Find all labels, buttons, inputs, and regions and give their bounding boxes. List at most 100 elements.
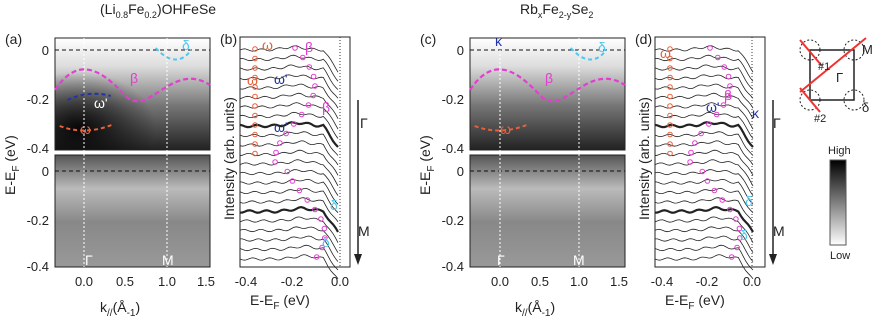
x-tick-label: -0.4 (235, 274, 257, 289)
y-tick-label: -0.2 (27, 213, 49, 228)
peak-marker (252, 103, 258, 109)
x-tick-label: 0.0 (743, 274, 761, 289)
colorbar (829, 159, 847, 246)
x-axis-label-part: k (515, 299, 523, 315)
colorbar-low: Low (830, 250, 850, 262)
peak-marker (720, 102, 727, 108)
edc-curve (239, 178, 339, 205)
peak-marker (252, 112, 258, 119)
peak-marker (692, 140, 698, 146)
x-tick-label: -0.2 (281, 274, 303, 289)
peak-marker (310, 73, 317, 80)
annotation: M (773, 223, 785, 239)
edc-curve (654, 187, 754, 213)
peak-marker (734, 244, 740, 251)
edc-curve (239, 149, 339, 176)
annotation: δ (745, 193, 753, 209)
edc-curve (239, 254, 339, 280)
x-axis-label-part: (eV) (694, 292, 724, 308)
bz-label: #2 (814, 113, 826, 125)
frame (54, 37, 211, 151)
x-axis-label-part: (Å (113, 299, 128, 315)
x-axis-label-part: -1 (127, 308, 136, 319)
y-tick-label: 0 (457, 43, 464, 58)
peak-marker (252, 65, 258, 71)
x-tick-label: 1.0 (570, 274, 588, 289)
x-axis-label-part: -1 (542, 308, 551, 319)
peak-marker (667, 112, 673, 119)
peak-marker (252, 131, 258, 138)
edc-curve (654, 178, 754, 205)
x-tick-label: 0.5 (531, 274, 549, 289)
annotation: β (130, 70, 138, 86)
bz-label: M (862, 42, 872, 57)
y-tick-label: -0.4 (27, 259, 49, 274)
edc-curve (239, 45, 339, 73)
colorbar-high: High (828, 145, 851, 157)
edc-curve (654, 254, 754, 280)
peak-marker (711, 187, 718, 194)
band-omega (59, 123, 115, 132)
x-axis-label-part: F (688, 301, 694, 312)
x-axis-label-part: // (107, 308, 113, 319)
peak-marker (291, 121, 297, 127)
edc-curve (239, 121, 339, 148)
peak-marker (733, 216, 739, 222)
y-tick-label: -0.2 (27, 92, 49, 107)
y-axis-label-part: F (426, 166, 437, 172)
title-right: RbxFe2-ySe2 (520, 1, 593, 20)
panel-label: (a) (5, 31, 22, 47)
x-axis-label-part: ) (550, 299, 555, 315)
peak-marker (667, 131, 673, 138)
peak-marker (272, 159, 278, 165)
annotation: κ (495, 33, 503, 49)
bz-diagram (799, 37, 867, 113)
edc-curve (654, 64, 754, 90)
y-axis-label: Intensity (arb. units) (636, 97, 652, 220)
edc-curve (239, 54, 339, 82)
peak-marker (304, 197, 311, 203)
annotation: Γ (360, 115, 368, 131)
map-bottom (470, 155, 625, 267)
peak-marker (252, 46, 258, 52)
map-bottom (55, 155, 210, 267)
peak-marker (252, 141, 258, 147)
annotation: M (573, 252, 585, 268)
annotation: ω (660, 45, 671, 61)
annotation: β (305, 39, 313, 55)
y-tick-label: -0.4 (442, 141, 464, 156)
y-tick-label: -0.4 (442, 259, 464, 274)
y-tick-label: -0.2 (442, 213, 464, 228)
x-tick-label: -0.2 (696, 274, 718, 289)
peak-marker (667, 55, 673, 62)
annotation: β (545, 70, 553, 86)
peak-marker (737, 235, 743, 241)
peak-marker (667, 65, 673, 71)
x-tick-label: 1.5 (197, 274, 215, 289)
frame (469, 154, 626, 268)
peak-marker (298, 111, 305, 118)
bz-label: #1 (818, 61, 830, 73)
y-axis-label-part: F (11, 166, 22, 172)
annotation: Γ (773, 115, 781, 131)
annotation: β (724, 87, 732, 103)
edc-curve (654, 159, 754, 187)
annotation: ω' (274, 71, 288, 87)
edc-curve (240, 235, 339, 262)
y-axis-label: E-EF (eV) (417, 135, 437, 195)
frame (654, 36, 766, 268)
peak-marker (312, 83, 318, 89)
edc-curve (239, 197, 339, 223)
peak-marker (725, 73, 732, 80)
peak-marker (283, 130, 289, 137)
peak-marker (719, 197, 726, 203)
peak-marker (252, 74, 258, 81)
frame (469, 37, 626, 151)
band-delta (155, 47, 193, 61)
y-axis-label-part: E-E (2, 172, 18, 195)
annotation: δ (322, 234, 330, 250)
edc-curve (239, 131, 339, 156)
y-tick-label: -0.4 (27, 141, 49, 156)
annotation: M (358, 223, 370, 239)
